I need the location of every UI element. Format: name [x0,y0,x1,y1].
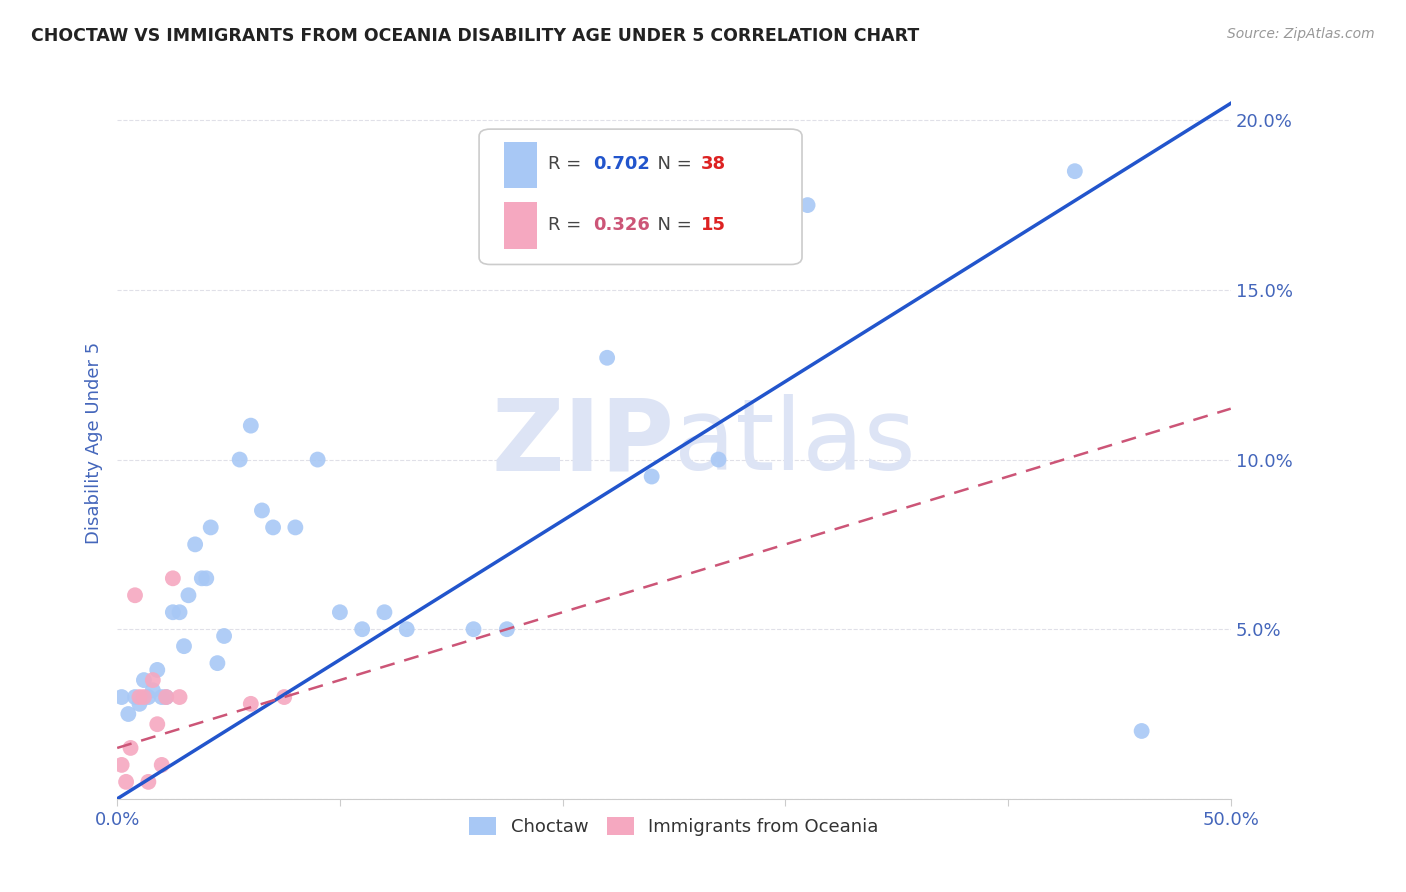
Bar [503,142,537,188]
Point [142,673,165,687]
Point [284,520,307,534]
Text: atlas: atlas [673,394,915,491]
Point [132,673,155,687]
Point [195,571,218,585]
Point [117,706,139,721]
Point [142,683,165,698]
Point [212,629,235,643]
Text: Source: ZipAtlas.com: Source: ZipAtlas.com [1227,27,1375,41]
Point [329,605,352,619]
Point [641,469,664,483]
Y-axis label: Disability Age Under 5: Disability Age Under 5 [86,342,103,544]
Text: ZIP: ZIP [491,394,673,491]
Point [307,452,329,467]
Point [111,758,134,772]
Point [162,571,184,585]
Point [169,605,191,619]
Point [146,717,169,731]
Point [124,588,146,602]
Point [228,452,250,467]
Text: N =: N = [647,216,697,234]
Text: 38: 38 [700,155,725,173]
Point [173,639,195,653]
Point [138,690,160,704]
Point [239,697,262,711]
Point [352,622,374,636]
Point [596,351,619,365]
FancyBboxPatch shape [479,129,801,265]
Point [463,622,485,636]
Text: R =: R = [548,216,588,234]
Point [207,656,229,670]
Bar [503,202,537,249]
Point [707,452,730,467]
Point [796,198,818,212]
Text: 15: 15 [700,216,725,234]
Point [169,690,191,704]
Point [150,758,173,772]
Point [155,690,177,704]
Point [138,775,160,789]
Text: 0.702: 0.702 [593,155,650,173]
Point [146,663,169,677]
Point [1063,164,1085,178]
Point [262,520,284,534]
Point [150,690,173,704]
Point [132,690,155,704]
Point [239,418,262,433]
Point [115,775,138,789]
Point [162,605,184,619]
Point [191,571,214,585]
Point [373,605,395,619]
Point [395,622,418,636]
Text: R =: R = [548,155,588,173]
Point [200,520,222,534]
Point [120,741,142,756]
Point [184,537,207,551]
Point [250,503,273,517]
Point [111,690,134,704]
Legend: Choctaw, Immigrants from Oceania: Choctaw, Immigrants from Oceania [463,809,886,843]
Point [273,690,295,704]
Text: N =: N = [647,155,697,173]
Point [155,690,177,704]
Text: CHOCTAW VS IMMIGRANTS FROM OCEANIA DISABILITY AGE UNDER 5 CORRELATION CHART: CHOCTAW VS IMMIGRANTS FROM OCEANIA DISAB… [31,27,920,45]
Point [128,690,150,704]
Point [124,690,146,704]
Point [177,588,200,602]
Point [1130,723,1153,738]
Point [128,697,150,711]
Point [496,622,519,636]
Text: 0.326: 0.326 [593,216,650,234]
